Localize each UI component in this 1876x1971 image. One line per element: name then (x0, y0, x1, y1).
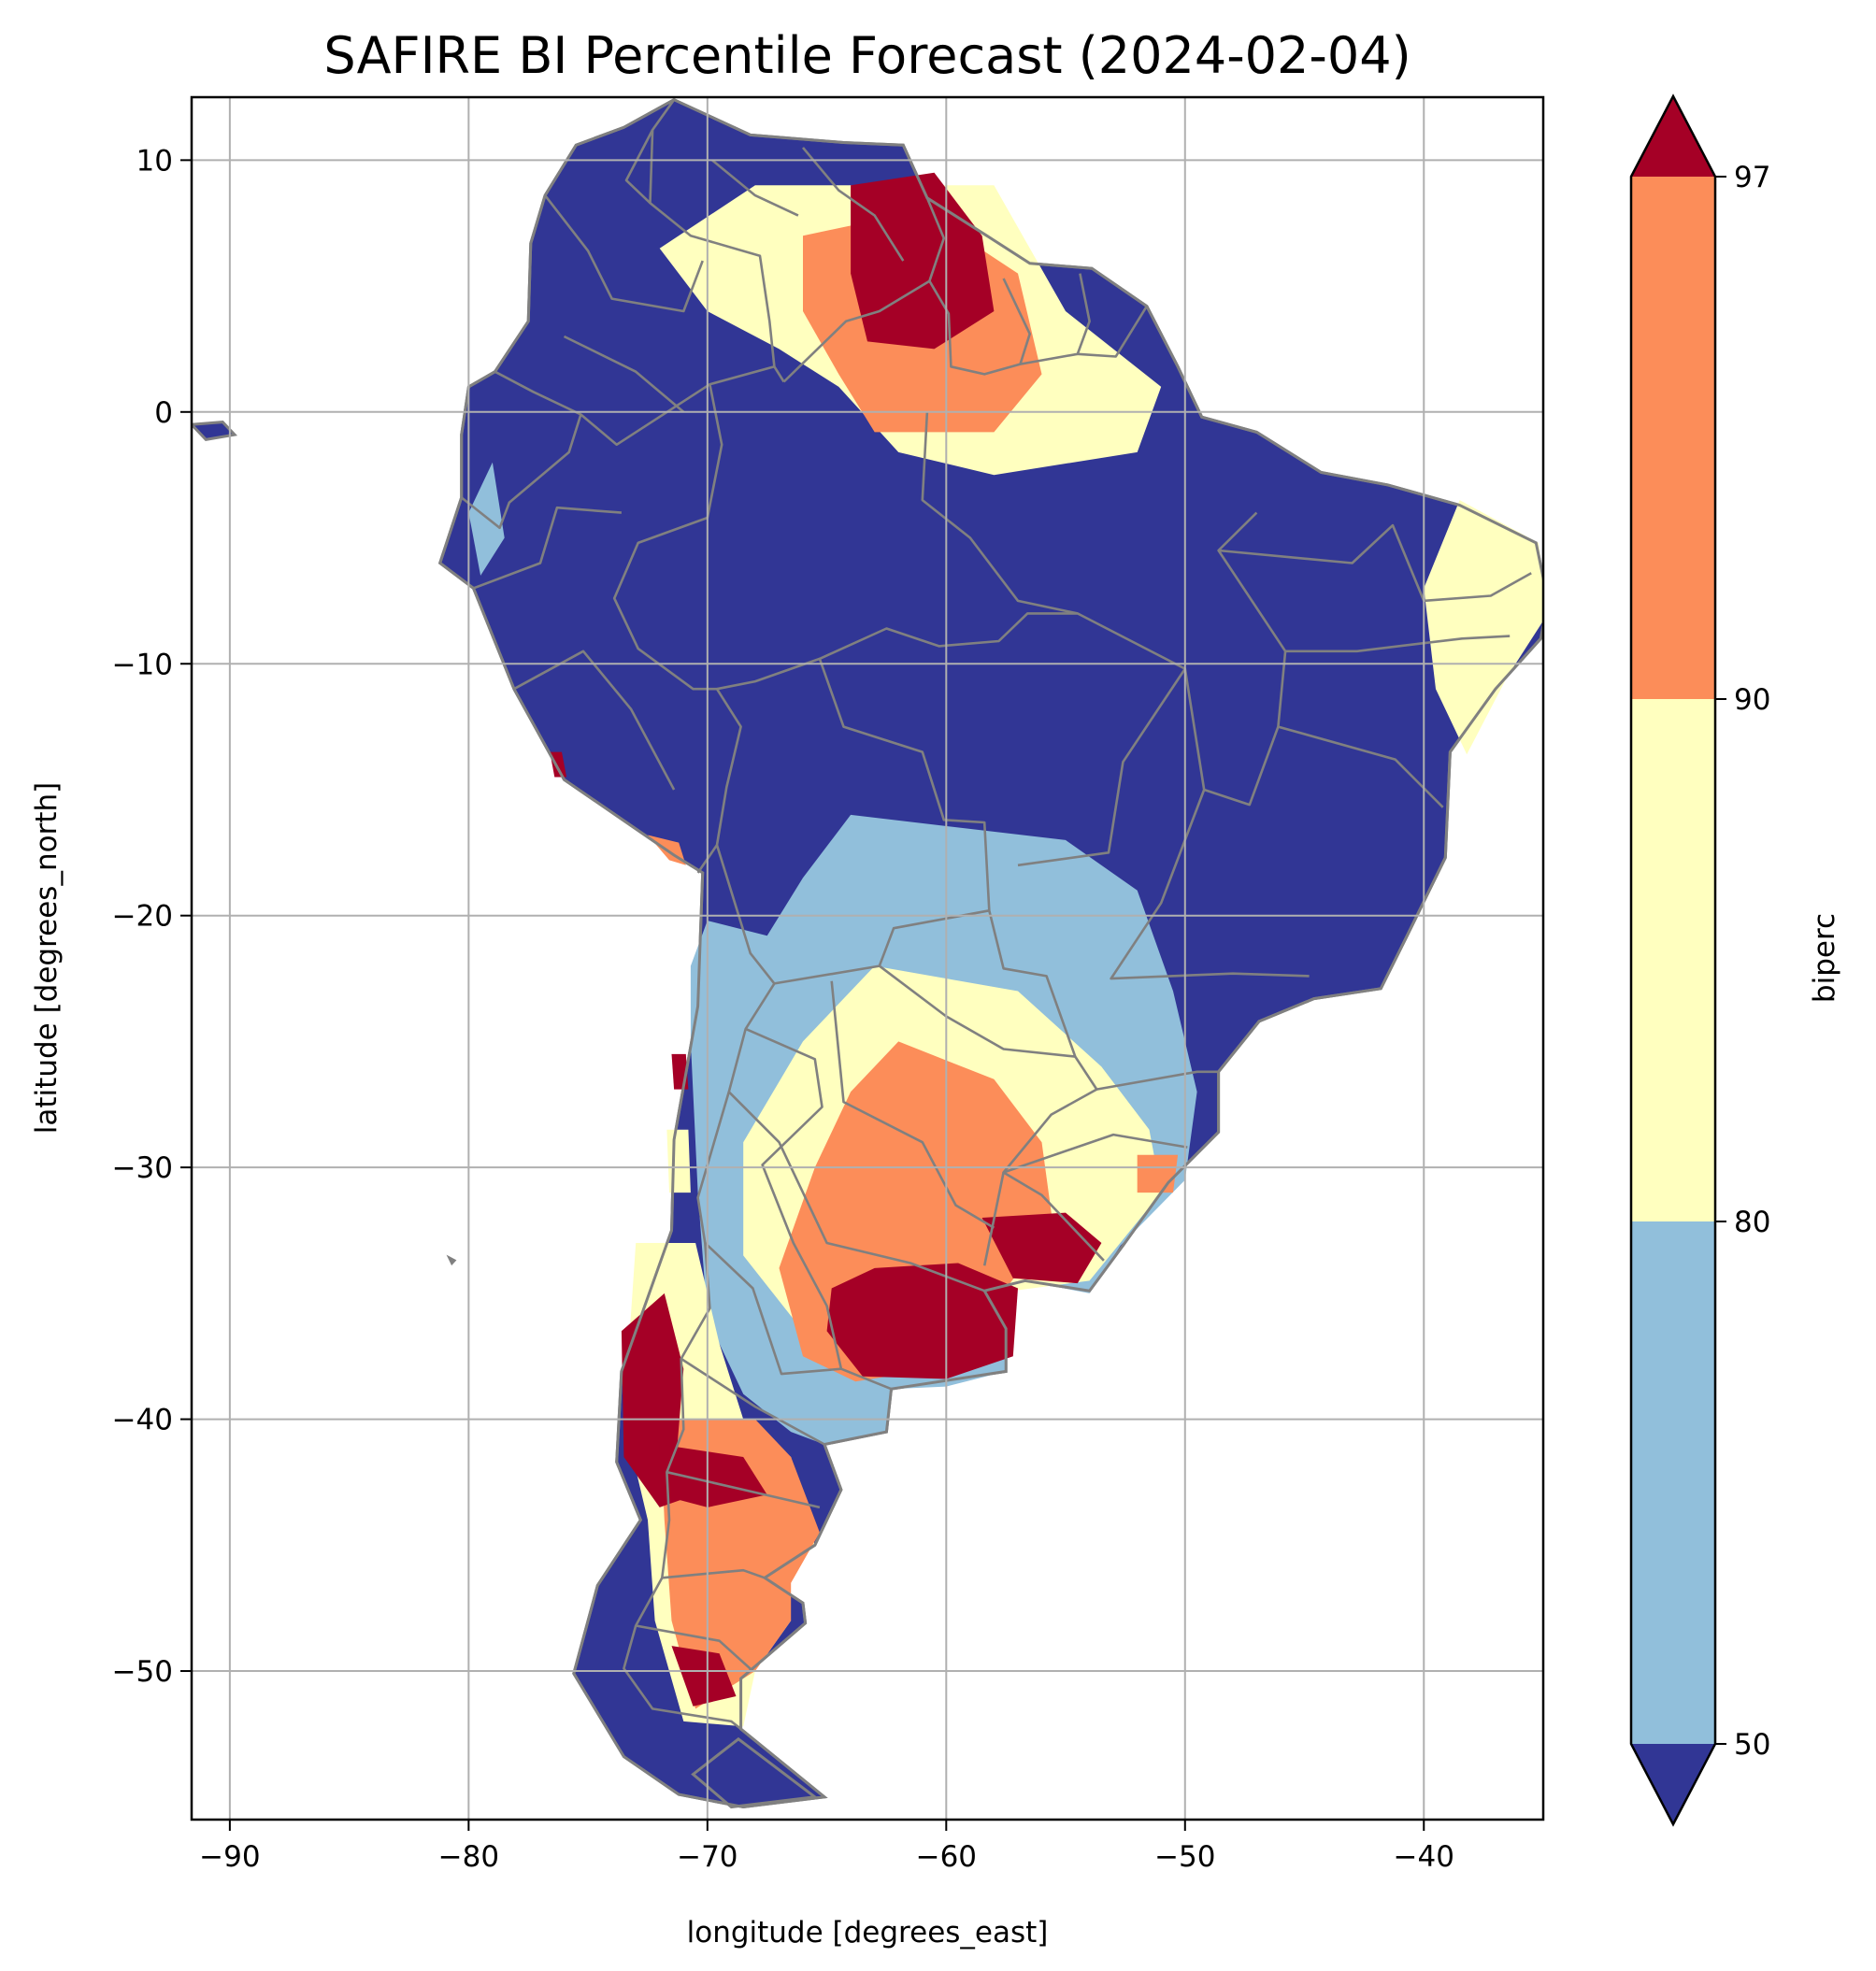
country-border (635, 1624, 754, 1672)
country-border (782, 197, 946, 383)
country-border (745, 1027, 892, 1391)
anomaly-region (659, 1444, 767, 1507)
coastline (437, 98, 1543, 1809)
country-border (513, 650, 676, 791)
island (192, 421, 238, 442)
country-border (649, 98, 785, 383)
y-tick-label: −50 (112, 1655, 173, 1689)
country-border (612, 365, 775, 874)
country-border (1278, 725, 1444, 808)
country-border (680, 1357, 825, 1446)
country-border (715, 844, 990, 985)
x-tick-label: −80 (438, 1840, 499, 1874)
country-border (1003, 1133, 1188, 1174)
gridlines (192, 97, 1543, 1820)
anomaly-region (981, 1212, 1102, 1284)
y-axis: 10 0 −10 −20 −30 −40 −50 (112, 144, 192, 1689)
x-tick-label: −90 (199, 1840, 260, 1874)
x-axis-label: longitude [degrees_east] (687, 1916, 1049, 1950)
x-axis: −90 −80 −70 −60 −50 −40 (199, 1820, 1454, 1874)
colorbar-tick-label: 50 (1734, 1728, 1770, 1762)
x-tick-label: −70 (677, 1840, 738, 1874)
country-border (473, 506, 623, 590)
anomaly-region (671, 1646, 737, 1707)
colorbar-label: biperc (1808, 913, 1841, 1003)
country-border (921, 411, 1079, 615)
map-title: SAFIRE BI Percentile Forecast (2024-02-0… (323, 26, 1411, 85)
country-border (727, 1091, 985, 1293)
anomaly-region (1424, 500, 1543, 755)
plot-frame (190, 95, 1545, 1821)
island (446, 1254, 457, 1266)
country-border (563, 335, 685, 413)
y-tick-label: 10 (136, 144, 173, 178)
country-border (711, 159, 799, 217)
colorbar: 50 80 90 97 (1629, 93, 1770, 1827)
country-border (830, 980, 995, 1229)
y-tick-label: −10 (112, 648, 173, 681)
colorbar-tick-label: 90 (1734, 683, 1770, 717)
colorbar-extend-over (1631, 96, 1715, 177)
country-border (1218, 523, 1532, 603)
country-border (1017, 667, 1186, 867)
country-border (1110, 789, 1310, 980)
y-tick-label: −20 (112, 900, 173, 934)
country-border (666, 1470, 821, 1509)
country-border (624, 129, 654, 205)
country-border (623, 982, 776, 1731)
country-border (1020, 273, 1091, 365)
country-border (716, 657, 1105, 1262)
country-border (544, 194, 704, 313)
colorbar-segment (1631, 177, 1715, 699)
country-border (928, 278, 1031, 376)
x-tick-label: −40 (1394, 1840, 1454, 1874)
country-border (802, 147, 905, 262)
country-border (1285, 635, 1511, 653)
colorbar-tick-label: 97 (1734, 161, 1770, 194)
anomaly-region (666, 1129, 691, 1193)
map-plot-area (192, 97, 1543, 1820)
country-border (879, 964, 1076, 1058)
anomaly-region (621, 1293, 696, 1507)
y-tick-label: 0 (154, 396, 173, 430)
country-border (704, 1242, 842, 1376)
anomaly-region (550, 751, 567, 778)
colorbar-segment (1631, 1221, 1715, 1744)
country-border (460, 414, 582, 530)
y-tick-label: −40 (112, 1404, 173, 1437)
country-border (1077, 305, 1149, 358)
border-layer (437, 98, 1543, 1809)
anomaly-layer (468, 172, 1543, 1727)
country-border (1096, 1070, 1219, 1091)
y-tick-label: −30 (112, 1151, 173, 1185)
x-tick-label: −60 (916, 1840, 977, 1874)
colorbar-segment (1631, 699, 1715, 1221)
country-border (982, 1172, 1005, 1266)
y-axis-label: latitude [degrees_north] (30, 782, 64, 1134)
colorbar-tick-label: 80 (1734, 1206, 1770, 1239)
x-tick-label: −50 (1154, 1840, 1215, 1874)
colorbar-extend-under (1631, 1744, 1715, 1824)
anomaly-region (826, 1263, 1018, 1379)
country-border (662, 1568, 766, 1579)
anomaly-region (1137, 1154, 1179, 1193)
